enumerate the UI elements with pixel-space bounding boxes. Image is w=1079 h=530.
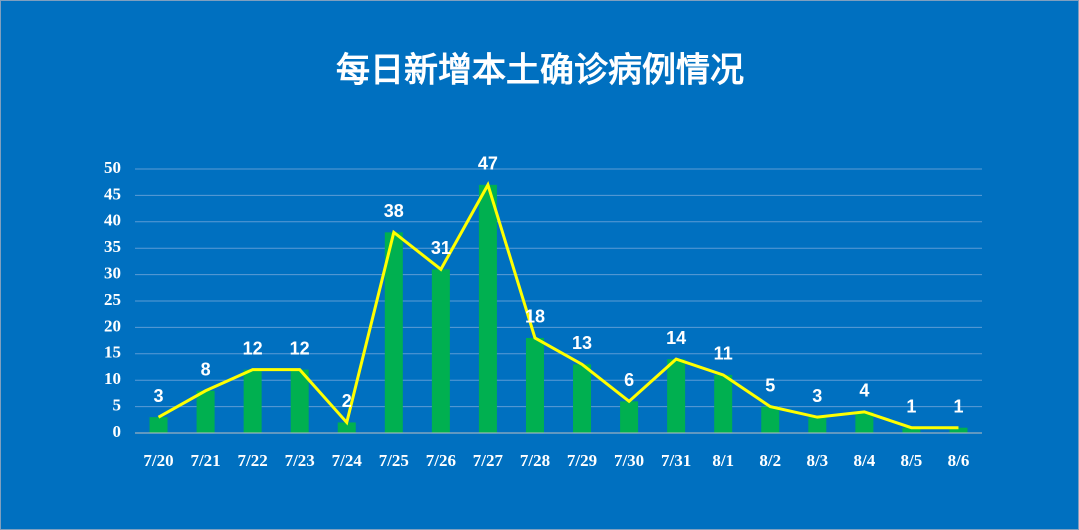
x-tick-label: 7/22 — [238, 451, 268, 470]
trend-line — [157, 181, 959, 430]
bar — [243, 369, 262, 433]
bar — [478, 184, 497, 433]
data-label: 2 — [342, 391, 352, 411]
x-tick-label: 8/5 — [901, 451, 923, 470]
bar — [196, 390, 215, 433]
y-tick-label: 20 — [104, 316, 121, 335]
data-label: 47 — [478, 154, 498, 174]
x-tick-label: 7/28 — [520, 451, 550, 470]
x-tick-label: 8/3 — [806, 451, 828, 470]
data-label: 1 — [953, 396, 963, 416]
data-label: 3 — [154, 386, 164, 406]
data-label: 5 — [765, 375, 775, 395]
x-tick-label: 8/2 — [759, 451, 781, 470]
bar — [902, 427, 921, 433]
x-tick-label: 7/25 — [379, 451, 409, 470]
x-tick-label: 7/21 — [190, 451, 220, 470]
bar — [855, 411, 874, 433]
y-tick-label: 40 — [104, 211, 121, 230]
bar — [620, 401, 639, 433]
y-tick-label: 5 — [113, 396, 122, 415]
bar — [337, 422, 356, 433]
x-tick-label: 7/31 — [661, 451, 691, 470]
data-label: 1 — [906, 396, 916, 416]
data-label: 3 — [812, 386, 822, 406]
data-label: 4 — [859, 381, 869, 401]
data-label: 6 — [624, 370, 634, 390]
data-label: 13 — [572, 333, 592, 353]
y-tick-label: 10 — [104, 369, 121, 388]
data-label: 18 — [525, 307, 545, 327]
x-tick-label: 8/4 — [853, 451, 875, 470]
data-label: 12 — [243, 338, 263, 358]
data-label: 14 — [666, 328, 686, 348]
bar — [573, 364, 592, 433]
bar — [149, 417, 168, 433]
data-label: 38 — [384, 201, 404, 221]
x-tick-label: 7/30 — [614, 451, 644, 470]
data-label: 8 — [201, 360, 211, 380]
y-tick-label: 45 — [104, 184, 121, 203]
x-tick-label: 8/6 — [948, 451, 970, 470]
data-label: 11 — [714, 344, 733, 364]
bar — [431, 269, 450, 433]
y-tick-label: 50 — [104, 158, 121, 177]
bar — [525, 337, 544, 433]
bar — [290, 369, 309, 433]
x-tick-label: 7/23 — [285, 451, 315, 470]
x-tick-label: 7/27 — [473, 451, 504, 470]
y-tick-label: 0 — [113, 422, 122, 441]
bar — [667, 359, 686, 433]
bar — [949, 427, 968, 433]
y-tick-label: 35 — [104, 237, 121, 256]
data-label: 12 — [290, 338, 310, 358]
bar — [714, 374, 733, 433]
x-tick-label: 7/24 — [332, 451, 363, 470]
chart-title: 每日新增本土确诊病例情况 — [336, 51, 744, 91]
bar — [384, 232, 403, 433]
y-tick-label: 30 — [104, 264, 121, 283]
x-tick-label: 7/29 — [567, 451, 597, 470]
data-label: 31 — [431, 238, 451, 258]
bar — [808, 417, 827, 433]
y-tick-label: 25 — [104, 290, 121, 309]
x-tick-label: 7/20 — [143, 451, 173, 470]
bar — [761, 406, 780, 433]
x-tick-label: 7/26 — [426, 451, 456, 470]
x-tick-label: 8/1 — [712, 451, 734, 470]
y-tick-label: 15 — [104, 343, 121, 362]
